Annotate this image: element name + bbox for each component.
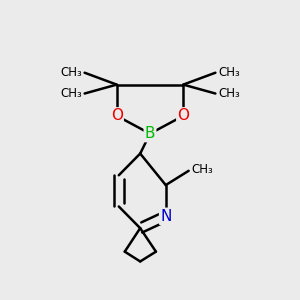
Text: CH₃: CH₃ (60, 87, 82, 100)
Text: O: O (177, 108, 189, 123)
Text: CH₃: CH₃ (218, 87, 240, 100)
Text: CH₃: CH₃ (60, 66, 82, 79)
Text: N: N (160, 209, 171, 224)
Text: B: B (145, 126, 155, 141)
Text: O: O (111, 108, 123, 123)
Text: CH₃: CH₃ (218, 66, 240, 79)
Text: CH₃: CH₃ (192, 163, 213, 176)
